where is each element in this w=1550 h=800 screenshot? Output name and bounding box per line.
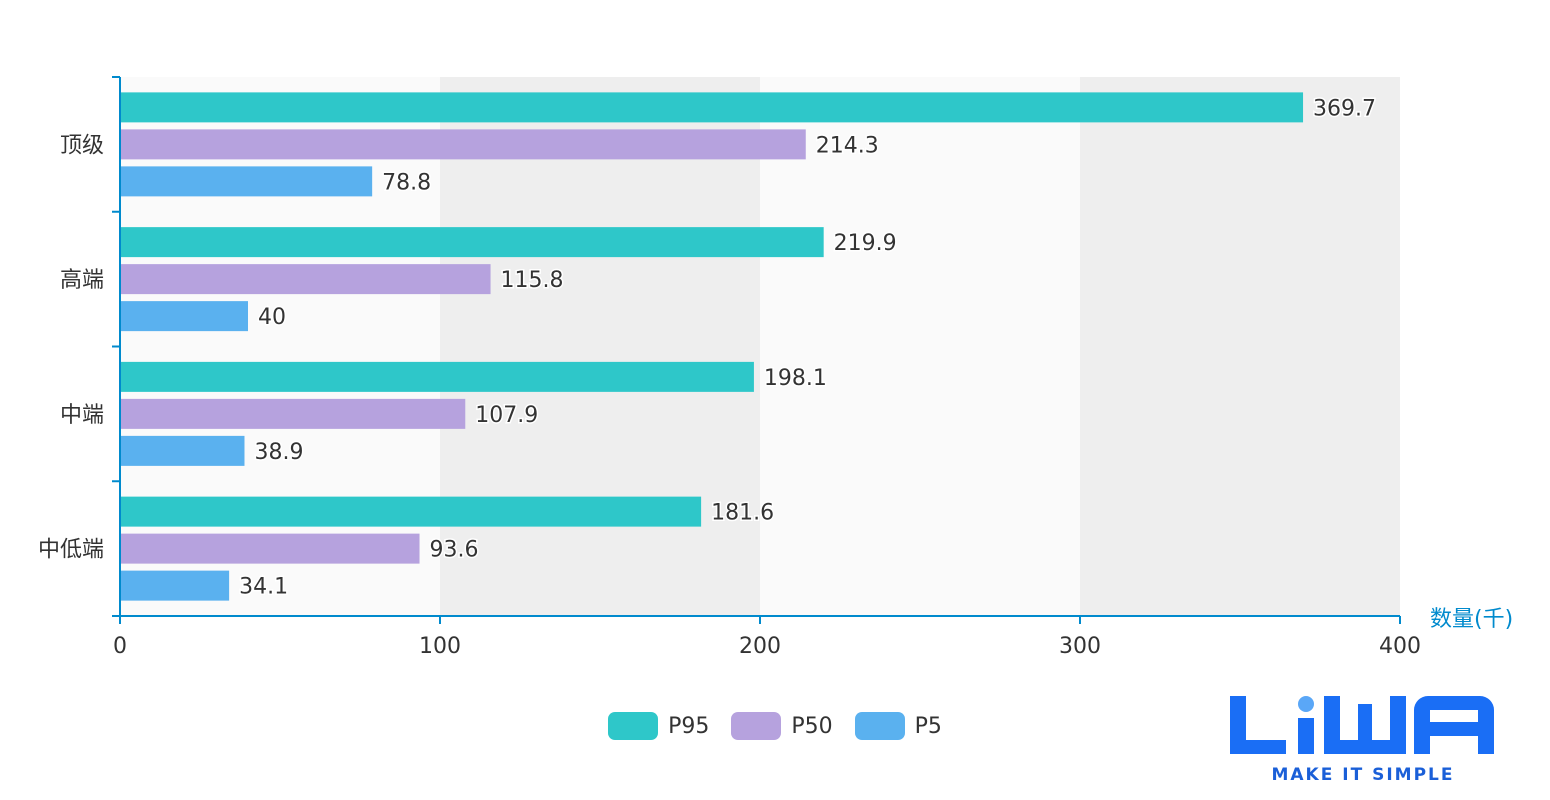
data-label: 34.1 — [239, 575, 288, 600]
legend-item-p50[interactable]: P50 — [731, 712, 833, 740]
bar-p95-2 — [120, 361, 754, 392]
bar-p95-1 — [120, 227, 824, 258]
data-label: 93.6 — [430, 538, 479, 563]
legend-item-p5[interactable]: P5 — [854, 712, 942, 740]
bar-p95-0 — [120, 92, 1304, 123]
legend-label: P50 — [791, 713, 833, 739]
legend-label: P95 — [668, 713, 710, 739]
liwa-logo-icon — [1230, 696, 1494, 754]
x-tick-label: 200 — [739, 634, 781, 659]
category-label: 顶级 — [60, 133, 104, 158]
category-label: 高端 — [60, 268, 104, 293]
split-area — [760, 77, 1080, 616]
split-area — [1080, 77, 1400, 616]
bar-p50-3 — [120, 533, 420, 564]
x-tick-label: 0 — [113, 634, 127, 659]
legend-label: P5 — [914, 713, 942, 739]
legend-swatch — [608, 712, 659, 740]
bar-p5-2 — [120, 435, 245, 466]
logo-tagline: MAKE IT SIMPLE — [1271, 765, 1455, 785]
bar-p95-3 — [120, 496, 702, 527]
data-label: 181.6 — [711, 501, 774, 526]
legend-item-p95[interactable]: P95 — [608, 712, 709, 740]
data-label: 214.3 — [816, 133, 879, 158]
x-axis-title: 数量(千) — [1430, 607, 1513, 632]
x-tick-label: 100 — [419, 634, 461, 659]
category-label: 中低端 — [38, 538, 104, 563]
data-label: 40 — [258, 305, 286, 330]
x-tick-label: 300 — [1059, 634, 1101, 659]
x-tick-label: 400 — [1379, 634, 1421, 659]
data-label: 369.7 — [1313, 96, 1376, 121]
legend-swatch — [731, 712, 782, 740]
data-label: 78.8 — [382, 170, 431, 195]
bar-p5-1 — [120, 301, 248, 332]
bar-p50-0 — [120, 129, 806, 160]
data-label: 115.8 — [501, 268, 564, 293]
data-label: 107.9 — [475, 403, 538, 428]
category-label: 中端 — [60, 403, 104, 428]
data-label: 198.1 — [764, 366, 827, 391]
data-label: 219.9 — [834, 231, 897, 256]
data-label: 38.9 — [254, 440, 303, 465]
bar-p5-3 — [120, 570, 230, 601]
legend-swatch — [854, 712, 905, 740]
liwa-logo: MAKE IT SIMPLE — [1228, 690, 1498, 790]
legend: P95 P50 P5 — [0, 712, 1550, 740]
bar-p5-0 — [120, 166, 373, 197]
bar-p50-2 — [120, 398, 466, 429]
bar-p50-1 — [120, 264, 491, 295]
